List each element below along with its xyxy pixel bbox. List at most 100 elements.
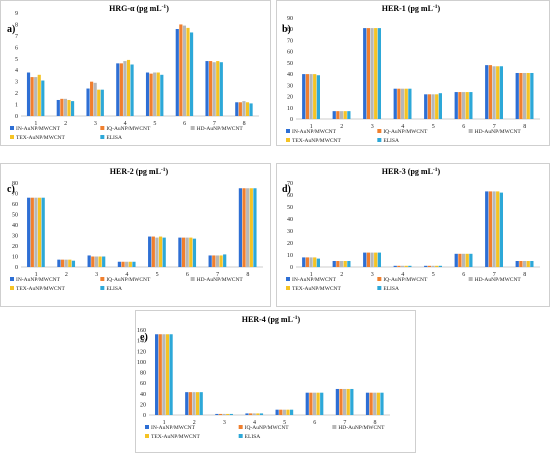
panel-letter: d) xyxy=(282,184,291,195)
y-tick-label: 50 xyxy=(287,61,293,67)
bar-elisa-3 xyxy=(100,89,104,116)
y-tick-label: 8 xyxy=(15,22,18,28)
panel-letter: b) xyxy=(282,24,291,35)
bar-iq-aunp-mwcnt-3 xyxy=(90,81,94,116)
legend-entry: TEX-AuNP/MWCNT xyxy=(151,434,201,440)
bar-elisa-1 xyxy=(41,80,45,116)
x-tick-label: 4 xyxy=(124,121,127,127)
x-tick-label: 5 xyxy=(432,272,435,278)
bar-in-aunp-mwcnt-3 xyxy=(215,413,219,415)
bar-in-aunp-mwcnt-1 xyxy=(27,197,31,267)
y-tick-label: 20 xyxy=(12,244,18,250)
bar-tex-aunp-mwcnt-7 xyxy=(496,191,500,267)
bar-elisa-3 xyxy=(377,28,381,120)
legend-swatch xyxy=(286,138,290,142)
bar-hd-aunp-mwcnt-5 xyxy=(153,72,157,116)
y-tick-label: 20 xyxy=(140,402,146,408)
bar-in-aunp-mwcnt-1 xyxy=(302,74,306,119)
bar-tex-aunp-mwcnt-4 xyxy=(404,88,408,119)
bar-iq-aunp-mwcnt-5 xyxy=(151,236,155,267)
bar-iq-aunp-mwcnt-3 xyxy=(366,28,371,120)
bar-iq-aunp-mwcnt-2 xyxy=(336,111,340,119)
y-tick-label: 60 xyxy=(140,381,146,387)
bar-iq-aunp-mwcnt-2 xyxy=(336,261,340,267)
bar-elisa-2 xyxy=(70,101,75,116)
y-tick-label: 50 xyxy=(12,213,18,219)
bar-in-aunp-mwcnt-1 xyxy=(155,334,159,415)
bar-tex-aunp-mwcnt-7 xyxy=(496,66,500,119)
legend-swatch xyxy=(100,135,105,139)
bar-iq-aunp-mwcnt-6 xyxy=(458,92,462,119)
bar-in-aunp-mwcnt-2 xyxy=(332,261,336,267)
x-tick-label: 7 xyxy=(213,121,216,127)
legend-entry: HD-AuNP/MWCNT xyxy=(475,129,522,135)
x-tick-label: 6 xyxy=(186,272,189,278)
bar-tex-aunp-mwcnt-3 xyxy=(226,413,230,415)
legend-swatch xyxy=(100,286,105,290)
bar-tex-aunp-mwcnt-6 xyxy=(189,237,193,267)
bar-iq-aunp-mwcnt-1 xyxy=(305,257,310,267)
y-tick-label: 0 xyxy=(143,413,146,419)
y-tick-label: 50 xyxy=(287,205,293,211)
legend-entry: IQ-AuNP/MWCNT xyxy=(106,126,151,132)
bar-hd-aunp-mwcnt-4 xyxy=(400,265,405,267)
x-tick-label: 7 xyxy=(216,272,219,278)
x-tick-label: 8 xyxy=(246,272,249,278)
bar-in-aunp-mwcnt-4 xyxy=(393,265,397,267)
bar-tex-aunp-mwcnt-8 xyxy=(376,392,380,415)
legend-entry: IN-AuNP/MWCNT xyxy=(16,126,61,132)
bar-elisa-4 xyxy=(408,265,412,267)
bar-hd-aunp-mwcnt-2 xyxy=(339,261,344,267)
bar-tex-aunp-mwcnt-7 xyxy=(346,388,350,415)
bar-in-aunp-mwcnt-1 xyxy=(26,72,31,116)
legend-entry: HD-AuNP/MWCNT xyxy=(197,126,244,132)
chart-panel-b: HER-1 (pg mL-1) b) 0 10 20 30 40 50 60 70 80 90 1 2 3 4… xyxy=(276,0,550,146)
bar-iq-aunp-mwcnt-6 xyxy=(458,253,462,267)
bar-hd-aunp-mwcnt-4 xyxy=(125,261,129,267)
y-tick-label: 0 xyxy=(290,265,293,271)
bar-iq-aunp-mwcnt-2 xyxy=(60,98,64,116)
legend-entry: IN-AuNP/MWCNT xyxy=(151,425,196,431)
y-tick-label: 60 xyxy=(287,50,293,56)
bar-tex-aunp-mwcnt-4 xyxy=(128,261,132,267)
legend-swatch xyxy=(468,277,473,281)
legend-swatch xyxy=(377,138,382,142)
bar-in-aunp-mwcnt-1 xyxy=(302,257,306,267)
x-tick-label: 1 xyxy=(310,272,313,278)
bar-tex-aunp-mwcnt-5 xyxy=(435,94,439,119)
bar-elisa-7 xyxy=(223,254,227,267)
bar-hd-aunp-mwcnt-6 xyxy=(185,237,189,267)
bar-in-aunp-mwcnt-2 xyxy=(332,111,336,119)
legend-entry: IN-AuNP/MWCNT xyxy=(292,277,337,283)
x-tick-label: 1 xyxy=(163,420,166,426)
bar-iq-aunp-mwcnt-8 xyxy=(519,72,523,119)
bar-tex-aunp-mwcnt-2 xyxy=(195,392,200,415)
bar-hd-aunp-mwcnt-4 xyxy=(400,88,405,119)
x-tick-label: 2 xyxy=(65,272,68,278)
bar-elisa-8 xyxy=(253,188,257,267)
bar-hd-aunp-mwcnt-6 xyxy=(312,392,317,415)
x-tick-label: 8 xyxy=(243,121,246,127)
bar-in-aunp-mwcnt-7 xyxy=(208,255,212,267)
bar-elisa-2 xyxy=(71,260,76,267)
y-tick-label: 140 xyxy=(137,339,146,345)
x-tick-label: 4 xyxy=(253,420,256,426)
bar-hd-aunp-mwcnt-3 xyxy=(93,82,97,116)
x-tick-label: 8 xyxy=(373,420,376,426)
bar-tex-aunp-mwcnt-1 xyxy=(313,257,317,267)
y-tick-label: 40 xyxy=(12,223,18,229)
panel-letter: c) xyxy=(7,184,15,195)
x-tick-label: 1 xyxy=(310,124,313,130)
bar-iq-aunp-mwcnt-4 xyxy=(119,63,123,116)
bar-hd-aunp-mwcnt-6 xyxy=(461,253,466,267)
legend-swatch xyxy=(100,126,105,130)
y-tick-label: 80 xyxy=(12,181,18,187)
bar-elisa-7 xyxy=(499,66,503,119)
bar-iq-aunp-mwcnt-3 xyxy=(366,252,371,267)
y-tick-label: 40 xyxy=(287,72,293,78)
legend-swatch xyxy=(145,425,149,429)
bar-hd-aunp-mwcnt-1 xyxy=(309,74,313,119)
bar-tex-aunp-mwcnt-8 xyxy=(245,102,250,116)
y-tick-label: 0 xyxy=(15,114,18,120)
bar-tex-aunp-mwcnt-5 xyxy=(158,236,163,267)
